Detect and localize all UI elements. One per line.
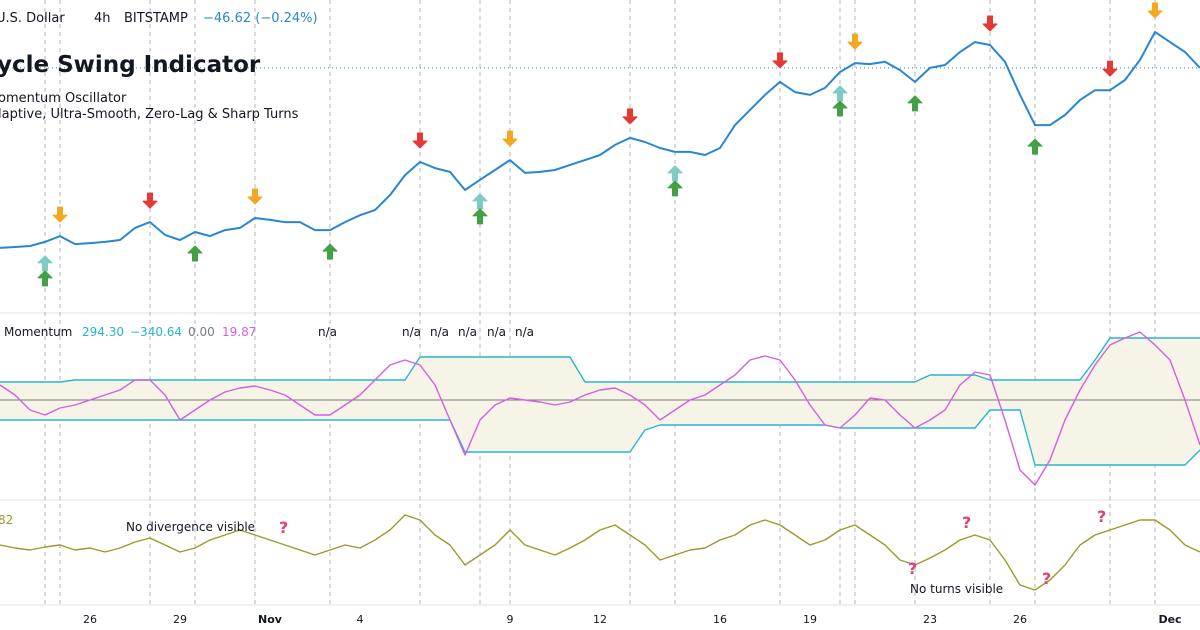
exchange: BITSTAMP	[124, 11, 188, 26]
signal-arrow	[772, 52, 788, 69]
signal-arrow	[1147, 2, 1163, 19]
signal-arrow	[982, 15, 998, 32]
question-mark: ?	[962, 513, 971, 532]
signal-arrow	[907, 95, 923, 112]
series-line	[0, 31, 1200, 249]
x-tick-label: 26	[83, 613, 97, 626]
question-mark: ?	[1097, 507, 1106, 526]
signal-arrow	[247, 188, 263, 205]
series-line	[0, 409, 1200, 466]
x-tick-label: Nov	[258, 613, 283, 626]
na-label: n/a	[318, 325, 337, 339]
na-label: n/a	[515, 325, 534, 339]
symbol: U.S. Dollar	[0, 11, 65, 26]
x-tick-label: 23	[923, 613, 937, 626]
signal-arrow	[832, 100, 848, 117]
signal-arrow	[1027, 138, 1043, 155]
x-tick-label: 12	[593, 613, 607, 626]
signal-arrow	[37, 255, 53, 272]
x-tick-label: Dec	[1158, 613, 1181, 626]
na-label: n/a	[458, 325, 477, 339]
na-label: n/a	[402, 325, 421, 339]
signal-arrow	[667, 180, 683, 197]
question-mark: ?	[908, 559, 917, 578]
question-mark: ?	[279, 518, 288, 537]
x-tick-label: 16	[713, 613, 727, 626]
x-tick-label: 4	[357, 613, 364, 626]
signal-arrow	[472, 193, 488, 210]
na-label: n/a	[487, 325, 506, 339]
signal-arrow	[622, 108, 638, 125]
layout	[0, 312, 1200, 606]
na-label: n/a	[430, 325, 449, 339]
indicator-title: ycle Swing Indicator	[0, 52, 261, 78]
legend-value: 0.00	[188, 325, 215, 339]
x-tick-label: 26	[1013, 613, 1027, 626]
signal-arrow	[322, 243, 338, 260]
signal-arrow	[667, 165, 683, 182]
x-tick-label: 9	[507, 613, 514, 626]
texts: U.S. Dollar 4h BITSTAMP −46.62 (−0.24%) …	[0, 11, 1106, 596]
x-tick-label: 29	[173, 613, 187, 626]
legend-value: 82	[0, 513, 13, 527]
annotation: No turns visible	[910, 582, 1003, 596]
legend-value: −340.64	[130, 325, 182, 339]
interval: 4h	[94, 11, 111, 26]
pane-title: Momentum	[4, 325, 72, 339]
signal-arrow	[472, 208, 488, 225]
change: −46.62 (−0.24%)	[203, 11, 318, 26]
signal-arrow	[52, 206, 68, 223]
indicator-line: laptive, Ultra-Smooth, Zero-Lag & Sharp …	[0, 107, 299, 122]
series-line	[0, 337, 1200, 383]
signal-arrow	[502, 130, 518, 147]
signal-arrow	[142, 192, 158, 209]
signal-arrow	[412, 132, 428, 149]
marks	[0, 0, 1200, 605]
legend-value: 19.87	[222, 325, 256, 339]
legend-value: 294.30	[82, 325, 124, 339]
signal-arrow	[847, 33, 863, 50]
question-mark: ?	[1042, 569, 1051, 588]
x-tick-label: 19	[803, 613, 817, 626]
signal-arrow	[187, 245, 203, 262]
signal-arrow	[37, 270, 53, 287]
series-line	[0, 514, 1200, 591]
indicator-line: omentum Oscillator	[0, 91, 127, 106]
series-line	[0, 331, 1200, 486]
signal-arrow	[832, 85, 848, 102]
signal-arrow	[1102, 60, 1118, 77]
band-fill	[0, 338, 1200, 465]
annotation: No divergence visible	[126, 520, 255, 534]
